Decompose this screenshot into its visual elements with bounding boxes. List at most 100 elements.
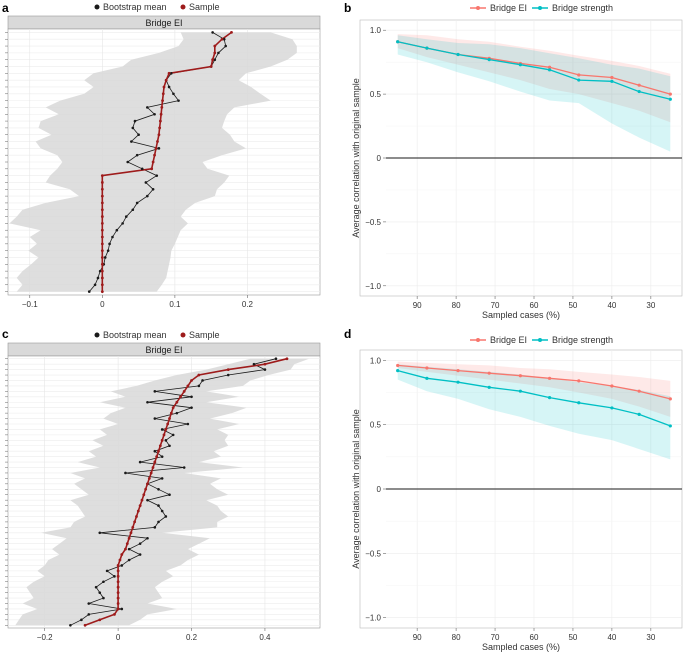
series-lines-d (397, 364, 671, 427)
bootstrap-mean-point (124, 215, 128, 218)
bootstrap-mean-point (135, 201, 139, 205)
bootstrap-mean-point (106, 249, 110, 252)
sample-point (100, 221, 104, 225)
bootstrap-mean-point (164, 515, 168, 518)
bootstrap-mean-point (155, 174, 159, 177)
line-bridge-strength (397, 369, 671, 427)
sample-point (168, 417, 171, 420)
legend-a-sample-label: Sample (189, 2, 220, 12)
x-tick-labels-c: −0.2 0 0.2 0.4 (37, 633, 271, 642)
x-tick-labels-d: 90 80 70 60 50 40 30 (413, 633, 656, 642)
panel-letter-a: a (2, 1, 9, 15)
sample-point (100, 249, 104, 253)
bootstrap-mean-point (120, 564, 124, 567)
bootstrap-mean-point (190, 406, 193, 409)
sample-point (211, 58, 215, 62)
legend-b: Bridge EI Bridge strength (470, 3, 613, 13)
bootstrap-mean-point (137, 133, 140, 137)
bootstrap-mean-point (146, 106, 149, 109)
bootstrap-mean-point (164, 439, 168, 442)
bootstrap-mean-point (157, 147, 161, 150)
bootstrap-mean-point (93, 283, 97, 287)
x-tick-label: −0.2 (37, 633, 53, 642)
line-bridge-ei (397, 364, 671, 400)
sample-point (100, 276, 104, 280)
sample-point (136, 509, 140, 513)
sample-point (116, 607, 120, 611)
bootstrap-mean-point (211, 31, 214, 34)
ci-band-bridge-ei (397, 361, 671, 417)
ci-band (15, 358, 310, 626)
bootstrap-mean-point (153, 390, 157, 393)
sample-point (162, 433, 166, 437)
point-bridge-ei (668, 397, 672, 401)
sample-point (116, 580, 120, 584)
sample-point (125, 542, 129, 546)
point-bridge-strength (577, 401, 581, 405)
bootstrap-mean-point (108, 242, 111, 246)
sample-point (182, 389, 186, 393)
sample-point (155, 455, 159, 459)
sample-point (100, 235, 104, 239)
bootstrap-mean-point (138, 553, 142, 556)
y-tick-label: 0 (377, 485, 382, 494)
point-bridge-ei (487, 371, 491, 375)
sample-point (162, 85, 166, 89)
x-tick-label: 0 (116, 633, 121, 642)
bootstrap-mean-point (111, 235, 114, 239)
sample-point (100, 215, 104, 218)
legend-d-strength-marker (538, 338, 542, 342)
sample-point (154, 146, 158, 150)
sample-point (100, 208, 104, 212)
points-c (69, 357, 289, 627)
legend-d-ei-marker (476, 338, 480, 342)
sample-point (133, 520, 137, 524)
y-tick-label: −1.0 (365, 614, 381, 623)
bootstrap-mean-point (171, 433, 175, 437)
legend-c-bootstrap-marker (94, 332, 100, 338)
legend-c: Bootstrap mean Sample (94, 330, 220, 340)
x-tick-label: 70 (491, 633, 500, 642)
bootstrap-mean-point (127, 547, 131, 551)
bootstrap-mean-point (160, 509, 164, 513)
sample-point (156, 140, 159, 143)
bootstrap-mean-point (105, 569, 109, 573)
bootstrap-mean-point (222, 37, 226, 41)
legend-a: Bootstrap mean Sample (94, 2, 220, 12)
point-bridge-strength (577, 78, 581, 82)
bootstrap-mean-point (102, 580, 105, 584)
sample-point (116, 596, 120, 600)
x-tick-label: 0.2 (186, 633, 198, 642)
sample-point (151, 160, 155, 164)
sample-point (171, 406, 175, 410)
legend-c-sample-label: Sample (189, 330, 220, 340)
bootstrap-mean-point (217, 51, 220, 55)
sample-point (116, 602, 120, 605)
bootstrap-mean-point (153, 417, 157, 420)
sample-point (100, 269, 104, 273)
point-bridge-ei (518, 374, 522, 378)
legend-a-bootstrap-marker (94, 4, 100, 10)
sample-point (158, 126, 162, 130)
bootstrap-mean-point (138, 542, 142, 545)
sample-point (166, 422, 170, 426)
point-bridge-strength (396, 368, 400, 373)
bootstrap-mean-point (124, 471, 127, 475)
x-tick-label: 0.1 (169, 300, 181, 309)
sample-point (100, 256, 104, 259)
bootstrap-mean-point (177, 99, 180, 102)
x-tick-label: 80 (452, 301, 461, 310)
point-bridge-ei (577, 73, 581, 77)
bootstrap-mean-point (153, 112, 156, 116)
sample-point (116, 564, 120, 567)
y-tick-label: −0.5 (365, 549, 381, 558)
x-tick-labels-a: −0.1 0 0.1 0.2 (22, 300, 254, 309)
bootstrap-mean-point (140, 167, 144, 171)
panel-letter-d: d (344, 327, 351, 341)
strip-a-label: Bridge EI (145, 18, 182, 28)
bootstrap-mean-point (175, 411, 179, 415)
bootstrap-mean-point (135, 153, 139, 157)
x-tick-label: 30 (646, 301, 655, 310)
y-axis-title-b: Average correlation with original sample (351, 78, 361, 237)
point-bridge-strength (425, 376, 429, 380)
